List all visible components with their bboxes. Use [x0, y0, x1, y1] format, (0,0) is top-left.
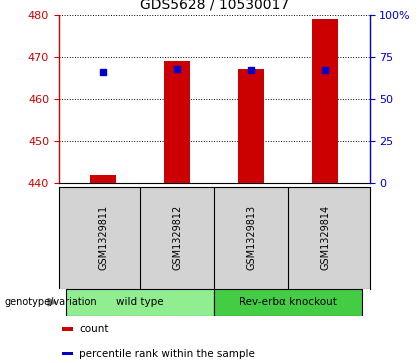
Bar: [62, 327, 73, 331]
Bar: [164, 61, 190, 183]
Text: count: count: [79, 324, 108, 334]
Text: GSM1329812: GSM1329812: [172, 205, 182, 270]
Text: Rev-erbα knockout: Rev-erbα knockout: [239, 297, 337, 307]
Title: GDS5628 / 10530017: GDS5628 / 10530017: [139, 0, 289, 12]
Text: GSM1329813: GSM1329813: [246, 205, 256, 270]
Text: wild type: wild type: [116, 297, 164, 307]
Bar: [312, 19, 338, 183]
Text: percentile rank within the sample: percentile rank within the sample: [79, 348, 255, 359]
Bar: [62, 352, 73, 355]
Bar: [66, 289, 214, 316]
Text: genotype/variation: genotype/variation: [4, 297, 97, 307]
Bar: [90, 175, 116, 183]
Bar: [238, 69, 264, 183]
Text: GSM1329811: GSM1329811: [98, 205, 108, 270]
Text: GSM1329814: GSM1329814: [320, 205, 330, 270]
Bar: [214, 289, 362, 316]
